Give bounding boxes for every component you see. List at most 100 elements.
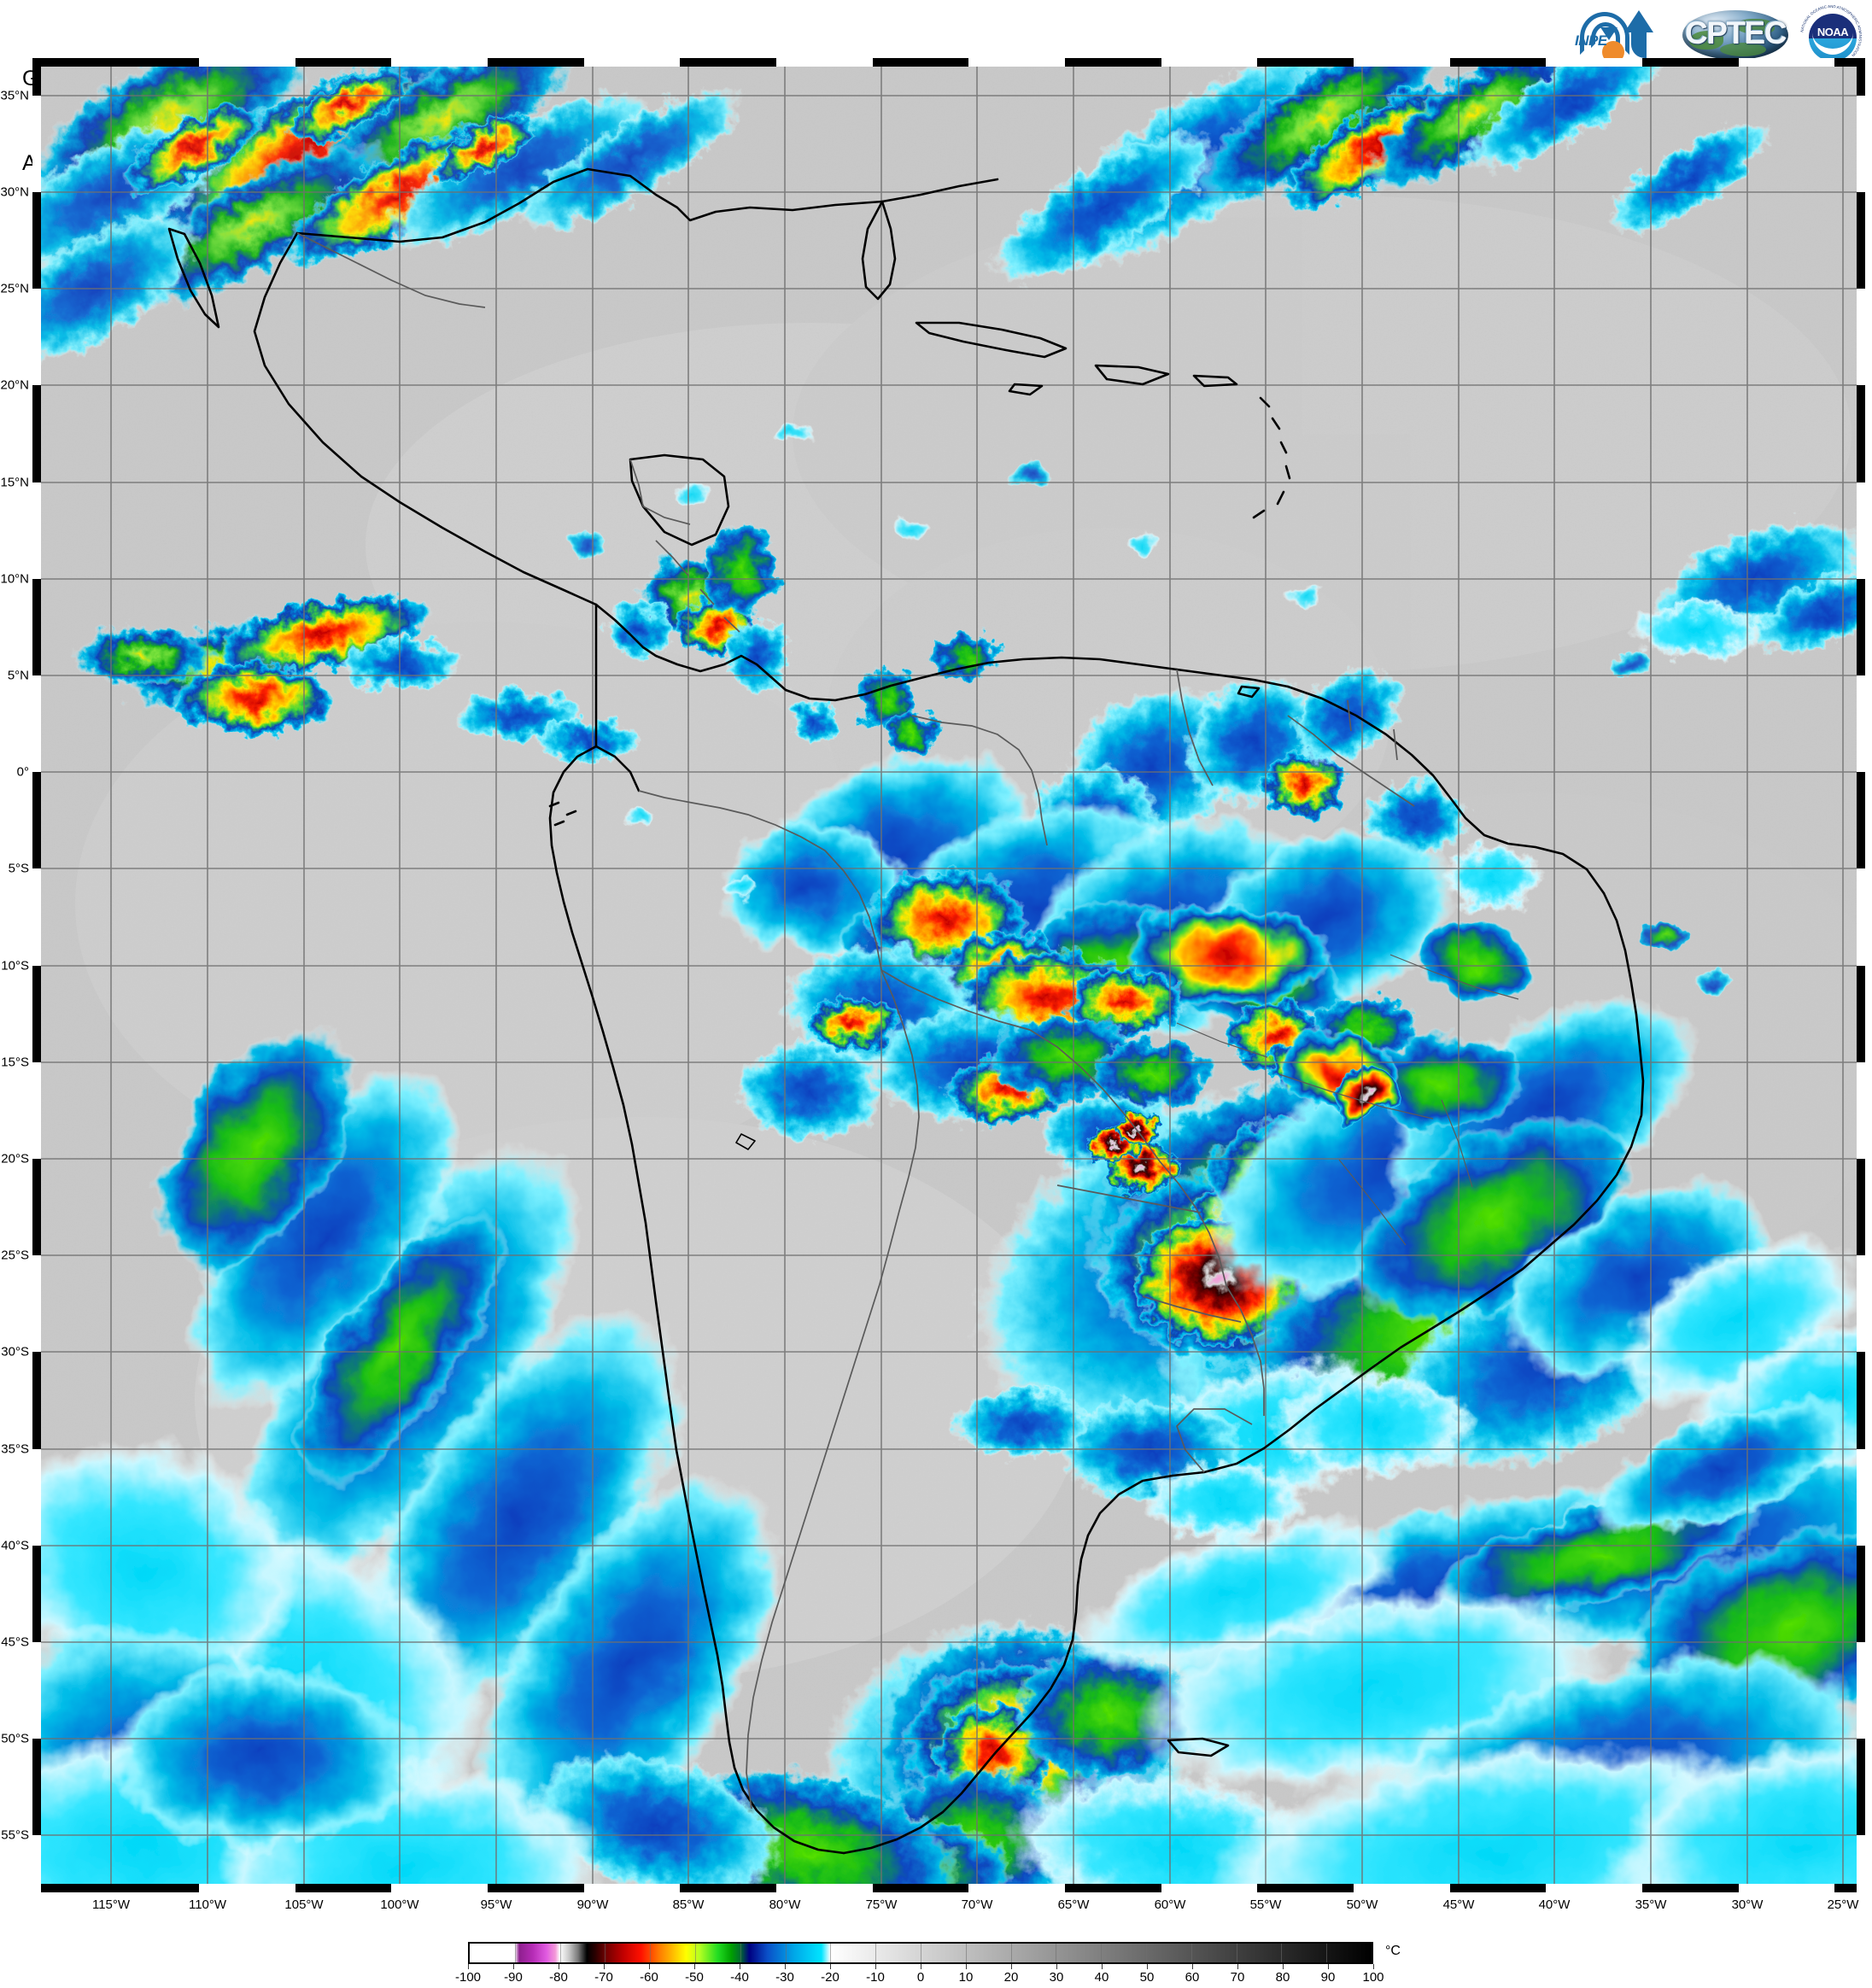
lon-label: 85°W (672, 1897, 705, 1912)
colorbar-tick (966, 1964, 967, 1969)
noaa-rim-text: NATIONAL OCEANIC AND ATMOSPHERIC ADMINIS… (1799, 4, 1863, 57)
temperature-colorbar[interactable]: -100 -90 -80 -70 -60 -50 -40 -30 -20 -10 0 10 20 30 40… (455, 1942, 1384, 1985)
colorbar-separator (1010, 1944, 1012, 1962)
lon-label: 45°W (1442, 1897, 1475, 1912)
lat-label: 30°N (0, 184, 29, 200)
lat-label: 35°N (0, 88, 29, 103)
map-border-top (32, 58, 1865, 67)
lat-label: 20°N (0, 377, 29, 393)
cptec-logo: CPTEC (1681, 3, 1790, 65)
colorbar-separator (830, 1944, 832, 1962)
cptec-globe-icon (1682, 10, 1788, 60)
lat-label: 30°S (1, 1344, 29, 1359)
lon-label: 25°W (1827, 1897, 1859, 1912)
colorbar-tick-label: 70 (1230, 1970, 1245, 1985)
colorbar-separator (514, 1944, 516, 1962)
lon-label: 100°W (380, 1897, 419, 1912)
lon-label: 90°W (576, 1897, 609, 1912)
colorbar-tick-label: -80 (549, 1970, 568, 1985)
colorbar-separator (875, 1944, 877, 1962)
lon-label: 40°W (1538, 1897, 1571, 1912)
lon-label: 70°W (961, 1897, 993, 1912)
lat-label: 35°S (1, 1441, 29, 1457)
cloud-northeast-front (993, 67, 1771, 285)
colorbar-tick (785, 1964, 786, 1969)
lat-label: 10°S (1, 958, 29, 974)
lon-label: 50°W (1346, 1897, 1378, 1912)
cptec-globe-landmass-3 (1720, 43, 1766, 56)
colorbar-tick-label: 50 (1139, 1970, 1155, 1985)
colorbar-tick-label: -100 (454, 1970, 482, 1985)
colorbar-tick-label: 100 (1362, 1970, 1384, 1985)
lat-label: 15°N (0, 475, 29, 490)
cloud-southwest-cyan-mass (41, 1663, 605, 1884)
colorbar-tick (1192, 1964, 1193, 1969)
lat-label: 55°S (1, 1827, 29, 1843)
cloud-sacz-band (1210, 922, 1857, 1410)
colorbar-tick-label: 10 (958, 1970, 974, 1985)
cloud-scattered-cumulus (567, 424, 1732, 992)
colorbar-tick-label: 20 (1003, 1970, 1019, 1985)
colorbar-separator (1101, 1944, 1103, 1962)
lon-label: 30°W (1731, 1897, 1764, 1912)
inpe-down-arrow-icon (1600, 27, 1618, 40)
cloud-itcz-east-pacific (75, 593, 639, 763)
lat-label: 5°N (7, 668, 29, 683)
logo-bar: INPE CPTEC NOAA NATIONAL OCEANIC AND ATM… (1568, 2, 1867, 67)
lon-label: 115°W (91, 1897, 131, 1912)
colorbar-unit-label: °C (1385, 1944, 1401, 1958)
lon-label: 60°W (1154, 1897, 1186, 1912)
colorbar-separator (650, 1944, 652, 1962)
lat-label: 0° (16, 764, 29, 780)
colorbar-tick (1283, 1964, 1284, 1969)
colorbar-tick-label: -20 (821, 1970, 839, 1985)
lon-label: 65°W (1057, 1897, 1090, 1912)
cloud-south-atlantic-fronts (1071, 1313, 1857, 1884)
lat-label: 5°S (8, 861, 29, 876)
lon-label: 35°W (1635, 1897, 1667, 1912)
colorbar-tick (513, 1964, 514, 1969)
lat-label: 50°S (1, 1731, 29, 1746)
colorbar-tick (1147, 1964, 1148, 1969)
lat-label: 40°S (1, 1538, 29, 1553)
colorbar-separator (1190, 1944, 1192, 1962)
colorbar-tick-label: -40 (730, 1970, 749, 1985)
colorbar-tick (1373, 1964, 1374, 1969)
inpe-logo: INPE (1568, 3, 1672, 65)
lon-label: 95°W (480, 1897, 512, 1912)
satellite-map-svg (41, 67, 1857, 1884)
cloud-central-america (605, 523, 791, 694)
colorbar-tick (649, 1964, 650, 1969)
lat-label: 45°S (1, 1634, 29, 1650)
satellite-map-canvas[interactable] (41, 67, 1857, 1884)
cloud-guyana-ne-amazon (1032, 667, 1540, 914)
lat-label: 25°S (1, 1248, 29, 1263)
inpe-arrow-stem (1631, 29, 1647, 58)
lat-label: 20°S (1, 1151, 29, 1166)
colorbar-tick (1011, 1964, 1012, 1969)
colorbar-tick-label: 80 (1275, 1970, 1290, 1985)
lon-label: 105°W (284, 1897, 324, 1912)
cptec-globe-landmass-1 (1689, 31, 1723, 50)
colorbar-tick (875, 1964, 876, 1969)
colorbar-tick-label: -70 (594, 1970, 613, 1985)
map-coastlines (167, 167, 1645, 1855)
colorbar-tick (1056, 1964, 1057, 1969)
noaa-seal-inner: NOAA (1809, 14, 1857, 61)
noaa-logo-text: NOAA (1816, 26, 1849, 38)
colorbar-separator (559, 1944, 561, 1962)
colorbar-tick-label: 90 (1320, 1970, 1336, 1985)
colorbar-tick (1237, 1964, 1238, 1969)
colorbar-separator (695, 1944, 696, 1962)
map-graticule (41, 67, 1857, 1884)
colorbar-tick-label: 0 (916, 1970, 925, 1985)
colorbar-tick-label: -10 (866, 1970, 885, 1985)
inpe-arc-inner (1591, 22, 1620, 48)
svg-text:NATIONAL OCEANIC AND ATMOSPHER: NATIONAL OCEANIC AND ATMOSPHERIC ADMINIS… (1799, 4, 1863, 57)
colorbar-separator (1281, 1944, 1283, 1962)
lon-label: 75°W (865, 1897, 898, 1912)
colorbar-separator (740, 1944, 741, 1962)
lat-label: 25°N (0, 281, 29, 296)
lat-label: 10°N (0, 571, 29, 587)
inpe-arc-outer (1580, 12, 1629, 55)
